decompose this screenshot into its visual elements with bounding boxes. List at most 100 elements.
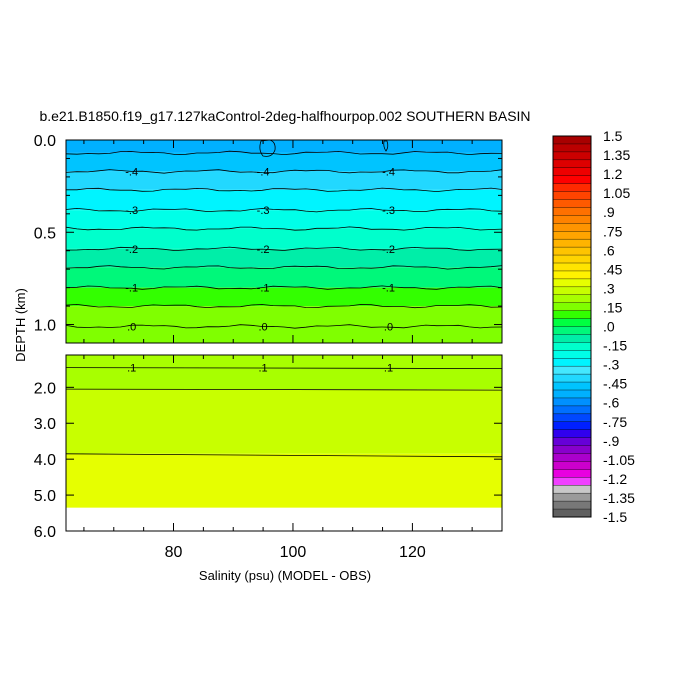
- colorbar-swatch: [553, 469, 591, 478]
- colorbar-label: 1.2: [603, 166, 623, 182]
- upper-contour-line: [65, 324, 503, 329]
- chart-title: b.e21.B1850.f19_g17.127kaControl-2deg-ha…: [39, 108, 530, 124]
- colorbar-swatch: [553, 390, 591, 399]
- colorbar-swatch: [553, 358, 591, 367]
- lower-contour-line: [65, 453, 503, 458]
- colorbar-label: -1.5: [603, 509, 627, 525]
- x-axis: 80 100 120: [83, 140, 503, 561]
- colorbar-swatch: [553, 350, 591, 359]
- colorbar-label: .0: [603, 319, 615, 335]
- upper-contour-label: .0: [259, 321, 268, 333]
- upper-contour-panel: -.4 -.4 -.4 -.3 -.3 -.3 -.2 -.2 -.2 -.1 -.1 -.1 .0 .0…: [34, 133, 503, 344]
- upper-contour-line: [65, 169, 503, 174]
- colorbar-label: 1.5: [603, 128, 623, 144]
- colorbar-label: -1.35: [603, 490, 635, 506]
- lower-y-tick-label: 2.0: [34, 380, 56, 397]
- colorbar-swatch: [553, 207, 591, 216]
- colorbar-swatch: [553, 247, 591, 256]
- lower-contour-panel: .1 .1 .1 2.0 3.0 4.0 5.0 6.0: [34, 354, 503, 541]
- colorbar-swatch: [553, 382, 591, 391]
- upper-contour-line: [65, 226, 503, 231]
- colorbar-swatch: [553, 461, 591, 470]
- lower-contour-line: [65, 388, 503, 391]
- colorbar-swatch: [553, 501, 591, 510]
- upper-contour-line: [65, 150, 503, 156]
- colorbar-swatch: [553, 270, 591, 280]
- colorbar-swatch: [553, 286, 591, 296]
- colorbar-swatch: [553, 183, 591, 192]
- colorbar-label: -.6: [603, 395, 620, 411]
- upper-band: [66, 140, 502, 153]
- lower-band: [66, 453, 502, 508]
- colorbar-swatch: [553, 159, 591, 169]
- upper-closed-contour: [259, 139, 276, 157]
- upper-contour-line: [65, 285, 503, 290]
- colorbar-swatch: [553, 278, 591, 288]
- upper-contour-label: -.1: [257, 283, 270, 295]
- colorbar-label: 1.35: [603, 147, 630, 163]
- upper-contour-label: .0: [127, 321, 136, 333]
- y-axis-label: DEPTH (km): [13, 288, 28, 362]
- colorbar-label: .3: [603, 280, 615, 296]
- colorbar-swatch: [553, 167, 591, 176]
- lower-y-tick-label: 5.0: [34, 488, 56, 505]
- colorbar-swatch: [553, 199, 591, 208]
- colorbar-frame: [552, 135, 592, 518]
- upper-contour-label: -.2: [382, 244, 395, 256]
- colorbar-swatch: [553, 397, 591, 407]
- x-tick-label: 80: [165, 544, 183, 561]
- upper-band: [66, 306, 502, 343]
- colorbar-swatch: [553, 310, 591, 319]
- colorbar-swatch: [553, 326, 591, 335]
- upper-contour-label: -.3: [382, 205, 395, 217]
- upper-contour-line: [65, 265, 503, 270]
- upper-contour-label: -.2: [125, 244, 138, 256]
- colorbar-label: -.15: [603, 338, 627, 354]
- lower-contour-label: .1: [384, 363, 393, 375]
- colorbar-swatch: [553, 374, 591, 383]
- colorbar-swatch: [553, 223, 591, 232]
- colorbar-swatch: [553, 366, 591, 375]
- colorbar-swatch: [553, 477, 591, 486]
- x-tick-label: 100: [280, 544, 307, 561]
- upper-contour-label: -.4: [125, 166, 138, 178]
- upper-panel-frame: [65, 139, 503, 344]
- x-tick-label: 120: [399, 544, 426, 561]
- colorbar-swatch: [553, 421, 591, 430]
- colorbar-swatch: [553, 175, 591, 184]
- colorbar-swatch: [553, 136, 591, 145]
- upper-contour-label: -.3: [257, 205, 270, 217]
- colorbar-swatch: [553, 239, 591, 248]
- upper-contour-line: [65, 207, 503, 213]
- upper-band: [66, 248, 502, 268]
- colorbar-label: .6: [603, 242, 615, 258]
- colorbar-label: .75: [603, 223, 623, 239]
- lower-y-tick-label: 6.0: [34, 524, 56, 541]
- colorbar-swatch: [553, 302, 591, 311]
- upper-band: [66, 152, 502, 172]
- lower-panel-frame: [65, 354, 503, 532]
- colorbar-swatch: [553, 151, 591, 161]
- colorbar-swatch: [553, 215, 591, 224]
- upper-y-tick-label: 0.5: [34, 225, 56, 242]
- upper-band: [66, 267, 502, 288]
- colorbar-label: .45: [603, 261, 623, 277]
- colorbar-swatch: [553, 437, 591, 446]
- colorbar-label: -.9: [603, 433, 620, 449]
- upper-contour-label: .0: [384, 321, 393, 333]
- lower-band: [66, 389, 502, 454]
- colorbar-swatch: [553, 493, 591, 502]
- colorbar-swatch: [553, 445, 591, 454]
- colorbar-swatch: [553, 263, 591, 272]
- colorbar-swatch: [553, 255, 591, 264]
- upper-band: [66, 228, 502, 249]
- colorbar-swatch: [553, 191, 591, 200]
- colorbar-label: -.45: [603, 376, 627, 392]
- colorbar-swatch: [553, 453, 591, 462]
- lower-band: [66, 355, 502, 390]
- colorbar-swatch: [553, 334, 591, 343]
- upper-contour-label: -.2: [257, 244, 270, 256]
- colorbar-label: -.75: [603, 414, 627, 430]
- upper-band: [66, 210, 502, 229]
